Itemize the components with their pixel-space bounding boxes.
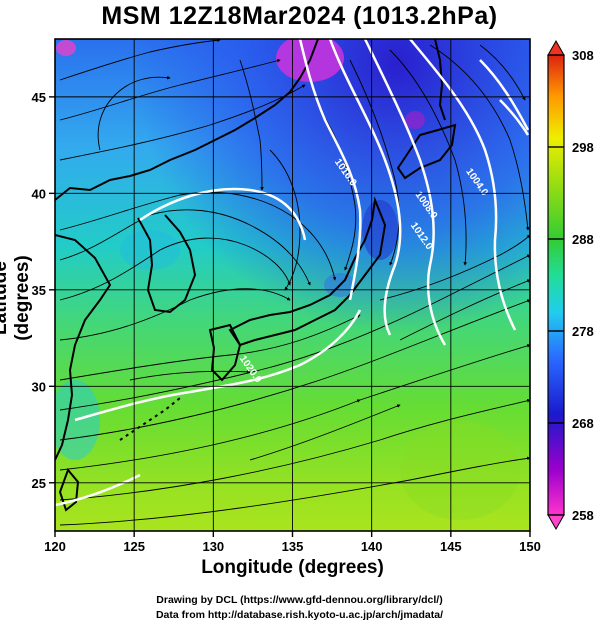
colorbar-tick-label: 268 — [572, 416, 594, 431]
y-axis-label: Latitude (degrees) — [0, 255, 33, 341]
coast-sakhalin — [434, 39, 446, 121]
credit-data: Data from http://database.rish.kyoto-u.a… — [155, 609, 444, 621]
colorbar-tick-label: 298 — [572, 140, 594, 155]
coastlines — [55, 39, 457, 512]
isobar-1008 — [363, 39, 447, 346]
coast-china — [55, 234, 112, 461]
isobar-1012 — [328, 39, 402, 336]
wind-streamlines — [59, 39, 530, 526]
isobar-1020b — [55, 473, 141, 507]
isobar-1000 — [479, 59, 530, 131]
x-axis: 120 125 130 135 140 145 150 — [44, 531, 541, 554]
coast-japan — [228, 196, 387, 347]
isobar-1004 — [409, 39, 517, 331]
colorbar-tick-label: 258 — [572, 508, 594, 523]
isobar-1016 — [298, 39, 362, 301]
temperature-field — [55, 39, 530, 531]
x-tick-label: 120 — [44, 539, 66, 554]
coast-hokkaido — [396, 123, 457, 180]
isobar-1016-west — [139, 187, 307, 241]
x-tick-label: 125 — [123, 539, 145, 554]
coast-korea — [137, 214, 197, 314]
gridlines — [55, 39, 530, 531]
y-axis: 25 30 35 40 45 — [32, 90, 55, 491]
y-tick-label: 30 — [32, 379, 46, 394]
colorbar-max-arrow — [547, 39, 565, 56]
x-tick-label: 130 — [202, 539, 224, 554]
credit-drawing: Drawing by DCL (https://www.gfd-dennou.o… — [156, 594, 443, 606]
isobar-996 — [499, 99, 530, 136]
colorbar-tick-label: 308 — [572, 48, 594, 63]
x-tick-label: 150 — [519, 539, 541, 554]
coast-taiwan — [58, 468, 80, 512]
y-tick-label: 40 — [32, 186, 46, 201]
x-tick-label: 135 — [282, 539, 304, 554]
chart-title: MSM 12Z18Mar2024 (1013.2hPa) — [101, 2, 498, 30]
coast-asia — [55, 39, 319, 201]
coast-ryukyu — [119, 397, 181, 441]
x-axis-label: Longitude (degrees) — [201, 557, 384, 578]
colorbar: 308 298 288 278 268 258 — [547, 39, 594, 531]
y-tick-label: 35 — [32, 283, 46, 298]
isobar-1020 — [74, 309, 362, 422]
colorbar-tick-label: 288 — [572, 232, 594, 247]
isobars — [55, 39, 530, 507]
colorbar-tick-label: 278 — [572, 324, 594, 339]
y-tick-label: 25 — [32, 476, 46, 491]
colorbar-scale — [547, 54, 565, 516]
x-tick-label: 140 — [361, 539, 383, 554]
colorbar-min-arrow — [547, 514, 565, 531]
y-tick-label: 45 — [32, 90, 46, 105]
x-tick-label: 145 — [440, 539, 462, 554]
